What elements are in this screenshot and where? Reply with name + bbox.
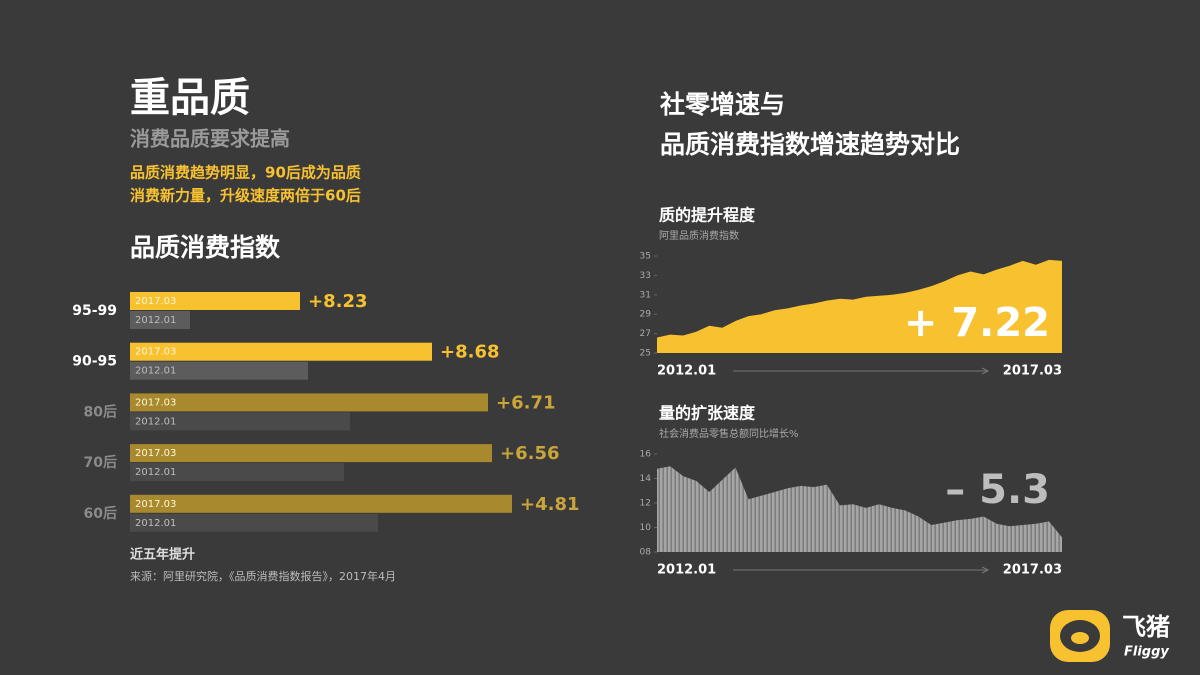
bar	[130, 494, 512, 513]
right-title: 品质消费指数增速趋势对比	[660, 130, 960, 159]
timeline-arrowhead	[981, 566, 990, 574]
category-label: 80后	[84, 403, 117, 420]
y-tick-label: 08	[640, 548, 652, 558]
bar-label: 2012.01	[135, 518, 176, 529]
bar-label: 2017.03	[135, 448, 176, 459]
y-tick-label: 31	[640, 290, 651, 300]
y-tick-label: 33	[640, 271, 651, 281]
bar-label: 2012.01	[135, 315, 176, 326]
bar-label: 2012.01	[135, 416, 176, 427]
y-tick-label: 14	[640, 474, 652, 484]
logo-latin: Fliggy	[1124, 645, 1169, 660]
highlight-value: – 5.3	[945, 467, 1050, 513]
title: 重品质	[130, 75, 250, 121]
bar	[130, 444, 492, 463]
bar-label: 2017.03	[135, 397, 176, 408]
bar-label: 2012.01	[135, 366, 176, 377]
y-tick-label: 35	[640, 252, 651, 262]
category-label: 60后	[84, 505, 117, 522]
chart-title: 量的扩张速度	[659, 404, 756, 423]
footnote: 近五年提升	[130, 547, 195, 563]
chart-subtitle: 社会消费品零售总额同比增长%	[659, 427, 799, 440]
chart-title: 质的提升程度	[659, 206, 756, 225]
y-tick-label: 29	[640, 310, 652, 320]
y-tick-label: 25	[640, 349, 651, 359]
bar-label: 2017.03	[135, 347, 176, 358]
x-tick-label: 2012.01	[657, 563, 716, 578]
x-tick-label: 2012.01	[657, 364, 716, 379]
description: 品质消费趋势明显，90后成为品质	[130, 164, 361, 182]
x-tick-label: 2017.03	[1003, 563, 1062, 578]
bar	[130, 412, 350, 431]
area	[657, 466, 1062, 552]
bar-chart-title: 品质消费指数	[130, 233, 281, 262]
category-label: 70后	[84, 454, 117, 471]
y-tick-label: 16	[640, 450, 652, 460]
subtitle: 消费品质要求提高	[130, 127, 290, 151]
y-tick-label: 27	[640, 329, 651, 339]
bar	[130, 292, 300, 310]
bar-label: 2017.03	[135, 296, 176, 307]
bar-label: 2012.01	[135, 467, 176, 478]
logo-nose	[1071, 632, 1089, 644]
logo-name: 飞猪	[1122, 613, 1170, 641]
growth-label: +8.68	[440, 342, 500, 363]
bar	[130, 342, 432, 361]
growth-label: +6.56	[500, 443, 560, 464]
category-label: 95-99	[72, 303, 117, 319]
bar	[130, 463, 344, 482]
bar	[130, 393, 488, 412]
bar	[130, 361, 308, 380]
bar	[130, 513, 378, 532]
description: 消费新力量，升级速度两倍于60后	[130, 187, 361, 205]
growth-label: +8.23	[308, 291, 368, 312]
timeline-arrowhead	[981, 367, 990, 375]
right-title: 社零增速与	[660, 90, 785, 119]
highlight-value: + 7.22	[904, 300, 1050, 346]
chart-subtitle: 阿里品质消费指数	[659, 229, 739, 242]
logo: 飞猪 Fliggy	[1050, 610, 1170, 662]
bar-label: 2017.03	[135, 499, 176, 510]
growth-label: +6.71	[496, 392, 556, 413]
source: 来源：阿里研究院，《品质消费指数报告》，2017年4月	[130, 569, 396, 583]
x-tick-label: 2017.03	[1003, 364, 1062, 379]
growth-label: +4.81	[520, 494, 580, 515]
category-label: 90-95	[72, 354, 117, 370]
y-tick-label: 12	[640, 499, 651, 509]
area	[657, 259, 1062, 353]
bar	[130, 311, 190, 329]
y-tick-label: 10	[640, 523, 652, 533]
